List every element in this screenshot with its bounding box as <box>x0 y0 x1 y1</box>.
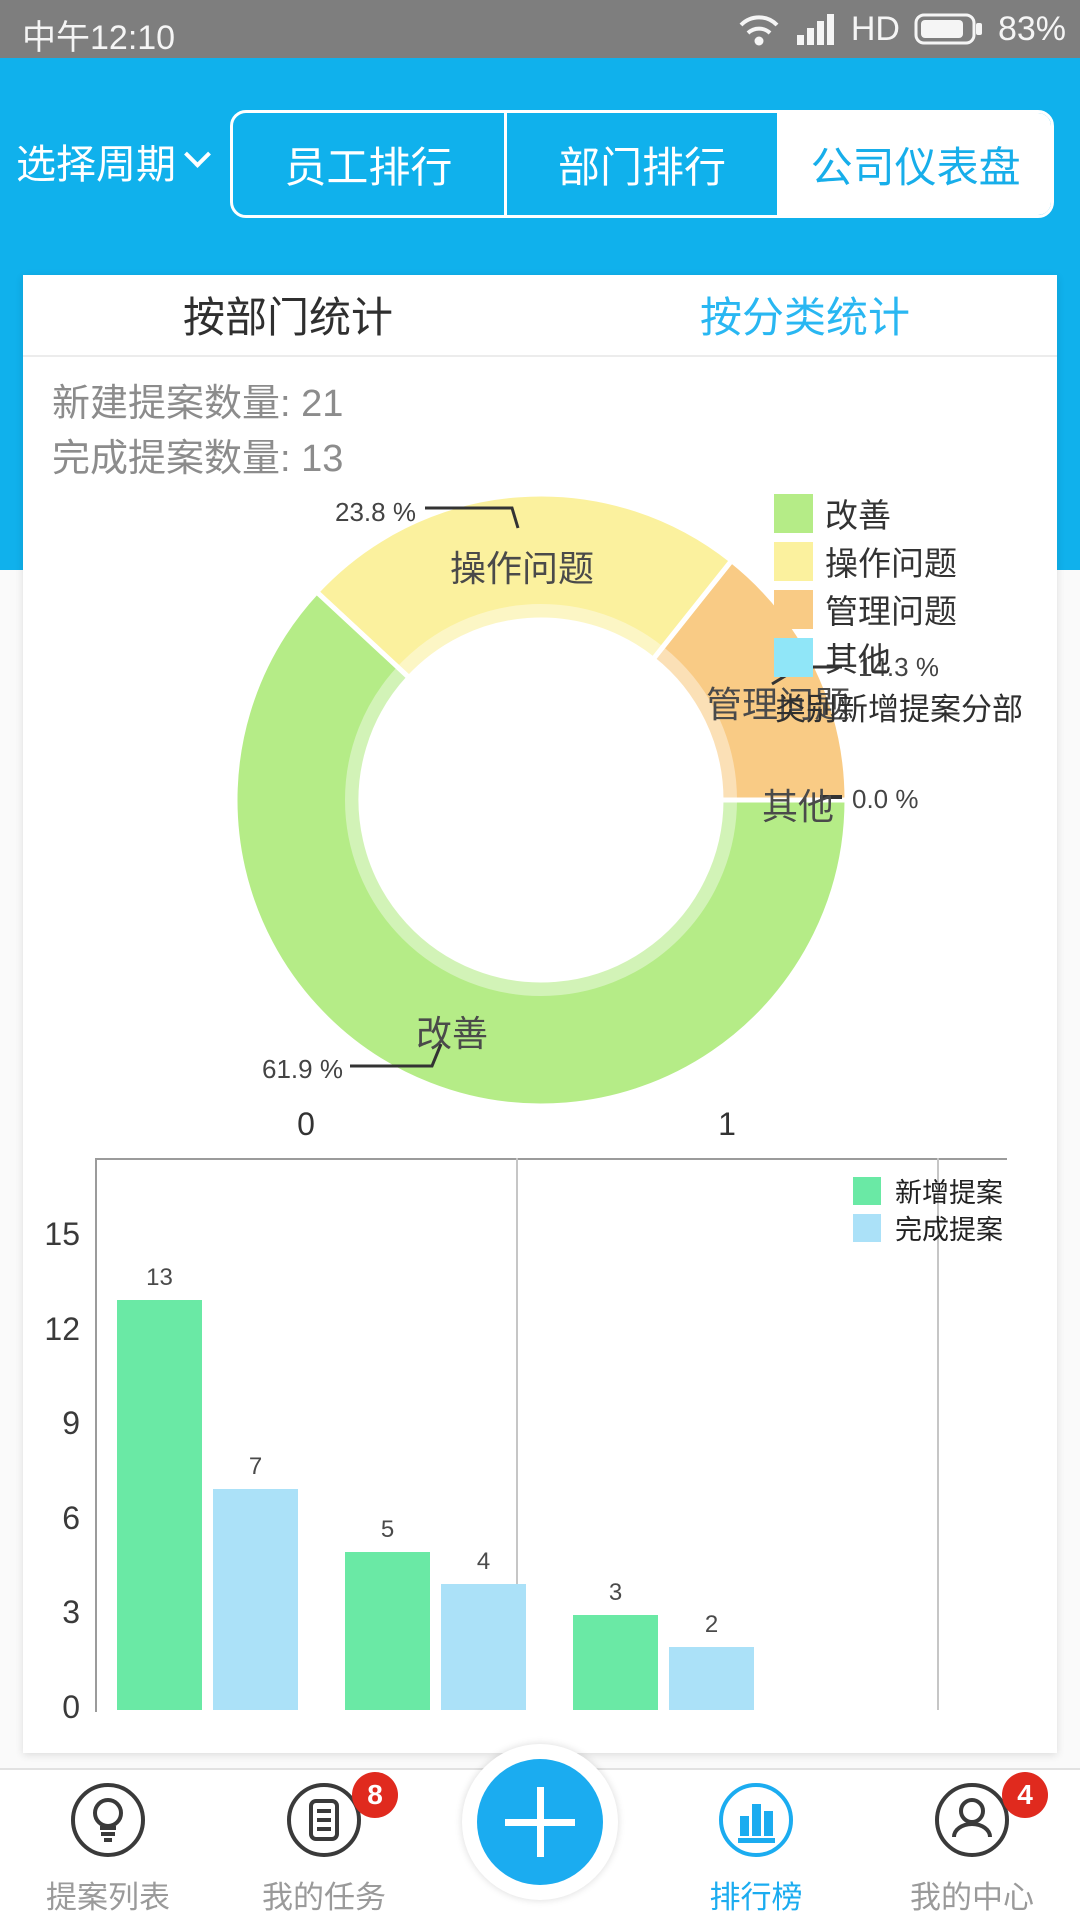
signal-icon <box>796 14 834 45</box>
period-selector-label: 选择周期 <box>16 143 176 187</box>
x-axis-label: 0 <box>297 1106 315 1142</box>
legend-swatch <box>774 637 813 677</box>
bar-value-label: 13 <box>146 1264 173 1291</box>
donut-pct-other: 0.0 % <box>852 784 919 814</box>
battery-percent: 83% <box>997 9 1066 48</box>
nav-label-my-tasks[interactable]: 我的任务 <box>262 1880 386 1915</box>
status-time: 中午12:10 <box>22 19 176 57</box>
nav-item-my-center[interactable] <box>932 1780 1012 1860</box>
label-connector-line <box>350 1043 443 1068</box>
legend-swatch <box>774 541 813 581</box>
donut-pct-improve: 61.9 % <box>262 1054 343 1084</box>
donut-chart-title: 类别新增提案分部 <box>775 692 1023 727</box>
center-badge: 4 <box>1002 1772 1048 1818</box>
bar-series0-group2 <box>573 1615 658 1710</box>
nav-item-proposal-list[interactable] <box>68 1780 148 1860</box>
x-axis-label: 1 <box>718 1106 736 1142</box>
wifi-icon <box>739 15 779 46</box>
document-icon <box>287 1783 361 1857</box>
bar-series1-group0 <box>213 1489 298 1710</box>
tab-employee-ranking[interactable]: 员工排行 <box>284 143 453 191</box>
legend-label: 完成提案 <box>895 1215 1003 1245</box>
legend-swatch <box>774 493 813 533</box>
status-bar: 中午12:10 HD 83% <box>0 0 1080 58</box>
bar-series1-group2 <box>669 1647 754 1710</box>
bar-value-label: 3 <box>608 1579 623 1606</box>
header-tab-bar: 员工排行 部门排行 公司仪表盘 <box>230 110 1054 218</box>
bar-legend-item[interactable]: 新增提案 <box>853 1171 1003 1210</box>
legend-label: 操作问题 <box>825 545 957 582</box>
stat-new-proposals: 新建提案数量: 21 <box>52 383 344 425</box>
donut-label-other: 其他 <box>761 786 834 827</box>
bar-chart-icon <box>719 1783 793 1857</box>
donut-chart <box>232 491 850 1109</box>
tab-department-ranking[interactable]: 部门排行 <box>503 113 781 215</box>
donut-label-management: 管理问题 <box>705 684 850 725</box>
chevron-down-icon <box>184 141 211 168</box>
tab-stats-by-category[interactable]: 按分类统计 <box>699 294 910 341</box>
donut-pct-operation: 23.8 % <box>335 497 416 527</box>
tab-stats-by-department[interactable]: 按部门统计 <box>182 294 393 341</box>
plus-icon <box>537 1787 544 1857</box>
legend-swatch <box>853 1213 881 1242</box>
legend-item[interactable]: 改善 <box>774 489 891 537</box>
period-selector[interactable]: 选择周期 <box>16 132 211 190</box>
donut-slice-0 <box>232 588 850 1109</box>
nav-item-my-tasks[interactable] <box>284 1780 364 1860</box>
bar-legend-item[interactable]: 完成提案 <box>853 1208 1003 1247</box>
divider <box>23 355 1057 357</box>
plot-top-border <box>95 1158 1007 1160</box>
legend-item[interactable]: 管理问题 <box>774 585 957 633</box>
network-type-label: HD <box>850 9 900 48</box>
gridline <box>516 1158 518 1710</box>
legend-label: 新增提案 <box>895 1178 1003 1208</box>
bar-series1-group1 <box>441 1584 526 1710</box>
y-axis-tick: 9 <box>62 1405 80 1442</box>
bar-value-label: 2 <box>704 1611 719 1638</box>
bar-value-label: 7 <box>248 1453 263 1480</box>
tasks-badge: 8 <box>352 1772 398 1818</box>
y-axis-tick: 0 <box>62 1689 80 1725</box>
nav-label-my-center[interactable]: 我的中心 <box>910 1880 1034 1915</box>
donut-label-improve: 改善 <box>415 1013 488 1054</box>
legend-item[interactable]: 其他 <box>774 633 891 681</box>
y-axis-tick: 3 <box>62 1594 80 1631</box>
donut-slice-1 <box>313 491 736 682</box>
donut-inner-highlight <box>345 604 737 996</box>
tab-company-dashboard[interactable]: 公司仪表盘 <box>780 113 1051 215</box>
legend-label: 其他 <box>825 641 891 678</box>
stat-done-proposals: 完成提案数量: 13 <box>52 438 344 480</box>
legend-swatch <box>774 589 813 629</box>
label-connector-line <box>425 506 520 529</box>
y-axis-line <box>95 1158 97 1712</box>
bar-series0-group0 <box>117 1300 202 1710</box>
bar-series0-group1 <box>345 1552 430 1710</box>
y-axis-tick: 15 <box>44 1216 80 1253</box>
legend-label: 改善 <box>825 497 891 534</box>
bar-value-label: 5 <box>380 1516 395 1543</box>
y-axis-tick: 12 <box>44 1310 80 1347</box>
bar-value-label: 4 <box>476 1548 491 1575</box>
legend-swatch <box>853 1176 881 1205</box>
legend-item[interactable]: 操作问题 <box>774 537 957 585</box>
donut-label-operation: 操作问题 <box>449 548 594 589</box>
legend-label: 管理问题 <box>825 593 957 630</box>
y-axis-tick: 6 <box>62 1499 80 1536</box>
lightbulb-icon <box>71 1783 145 1857</box>
battery-icon <box>914 13 982 45</box>
donut-pct-management: 14.3 % <box>858 652 939 682</box>
gridline <box>937 1158 939 1710</box>
nav-label-proposal-list[interactable]: 提案列表 <box>46 1880 170 1915</box>
nav-item-ranking[interactable] <box>716 1780 796 1860</box>
nav-label-ranking[interactable]: 排行榜 <box>709 1880 803 1915</box>
user-icon <box>935 1783 1009 1857</box>
